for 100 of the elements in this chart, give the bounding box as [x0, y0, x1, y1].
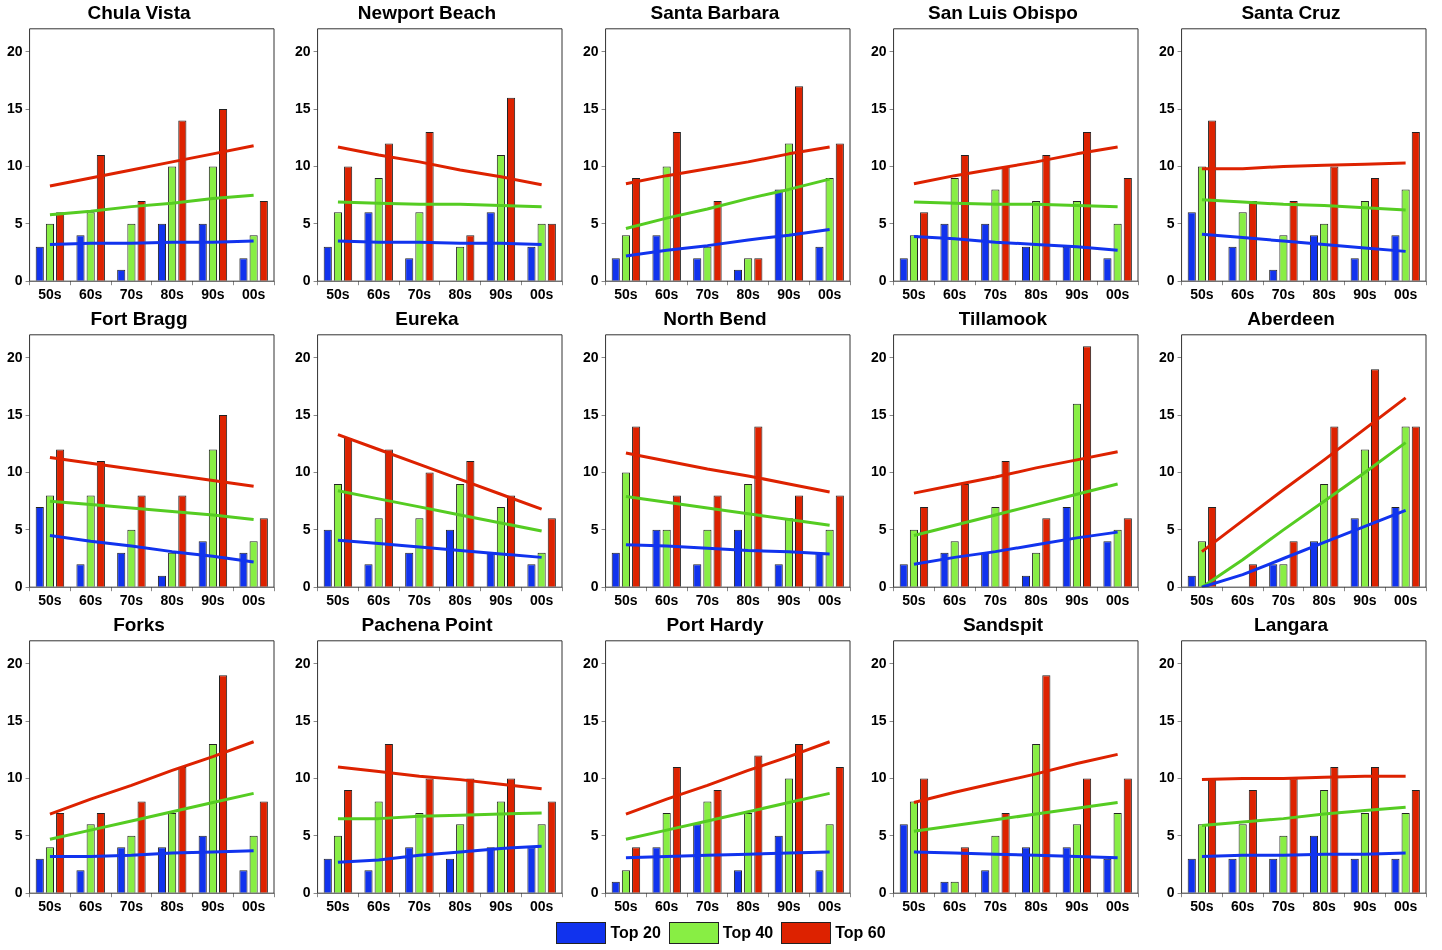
- x-tick-label: 00s: [817, 592, 842, 609]
- x-tick-label: 60s: [79, 592, 103, 609]
- x-tick-label: 70s: [695, 592, 720, 609]
- y-tick-label: 5: [302, 520, 311, 537]
- x-tick-label: 70s: [983, 898, 1008, 915]
- y-tick-label: 5: [590, 214, 599, 231]
- y-tick-label: 20: [870, 348, 887, 365]
- chart-title: North Bend: [663, 307, 767, 329]
- x-tick-label: 50s: [614, 592, 638, 609]
- x-tick-label: 70s: [695, 898, 720, 915]
- x-tick-label: 60s: [79, 286, 103, 303]
- x-tick-label: 50s: [614, 286, 638, 303]
- y-tick-label: 0: [878, 884, 887, 901]
- y-tick-label: 20: [582, 654, 599, 671]
- x-tick-label: 80s: [736, 592, 761, 609]
- x-tick-label: 90s: [1353, 286, 1377, 303]
- y-tick-label: 5: [14, 214, 23, 231]
- x-tick-label: 70s: [407, 592, 432, 609]
- y-tick-label: 10: [6, 463, 23, 480]
- y-tick-label: 20: [582, 348, 599, 365]
- y-tick-label: 10: [294, 769, 311, 786]
- x-tick-label: 50s: [614, 898, 638, 915]
- y-tick-label: 0: [1166, 272, 1175, 289]
- x-tick-label: 50s: [902, 898, 926, 915]
- y-tick-label: 5: [1166, 520, 1175, 537]
- y-tick-label: 5: [878, 826, 887, 843]
- x-tick-label: 00s: [1393, 898, 1418, 915]
- x-tick-label: 90s: [201, 286, 225, 303]
- x-tick-label: 90s: [777, 592, 801, 609]
- x-tick-label: 50s: [902, 286, 926, 303]
- y-tick-label: 15: [294, 711, 311, 728]
- x-tick-label: 70s: [119, 898, 144, 915]
- x-tick-label: 80s: [160, 898, 185, 915]
- y-tick-label: 5: [878, 520, 887, 537]
- x-tick-label: 00s: [529, 286, 554, 303]
- x-tick-label: 90s: [1353, 592, 1377, 609]
- y-tick-label: 10: [582, 463, 599, 480]
- x-tick-label: 00s: [1105, 898, 1130, 915]
- y-tick-label: 5: [590, 826, 599, 843]
- x-tick-label: 90s: [1065, 592, 1089, 609]
- x-tick-label: 00s: [241, 286, 266, 303]
- y-tick-label: 15: [1158, 711, 1175, 728]
- x-tick-label: 90s: [777, 898, 801, 915]
- y-tick-label: 15: [582, 711, 599, 728]
- y-tick-label: 5: [878, 214, 887, 231]
- y-tick-label: 20: [294, 348, 311, 365]
- x-tick-label: 70s: [983, 592, 1008, 609]
- y-tick-label: 10: [1158, 769, 1175, 786]
- y-tick-label: 10: [6, 157, 23, 174]
- x-tick-label: 90s: [777, 286, 801, 303]
- y-tick-label: 20: [1158, 654, 1175, 671]
- x-tick-label: 60s: [1231, 286, 1255, 303]
- y-tick-label: 10: [294, 463, 311, 480]
- x-tick-label: 70s: [1271, 592, 1296, 609]
- x-tick-label: 60s: [1231, 592, 1255, 609]
- x-tick-label: 50s: [326, 286, 350, 303]
- x-tick-label: 80s: [1024, 286, 1049, 303]
- y-tick-label: 0: [302, 272, 311, 289]
- y-tick-label: 10: [582, 157, 599, 174]
- x-tick-label: 00s: [1105, 592, 1130, 609]
- x-tick-label: 60s: [655, 898, 679, 915]
- y-tick-label: 5: [302, 214, 311, 231]
- y-tick-label: 5: [590, 520, 599, 537]
- y-tick-label: 10: [6, 769, 23, 786]
- x-tick-label: 70s: [407, 898, 432, 915]
- chart-title: Fort Bragg: [90, 307, 188, 329]
- y-tick-label: 10: [1158, 157, 1175, 174]
- x-tick-label: 50s: [326, 898, 350, 915]
- x-tick-label: 50s: [38, 286, 62, 303]
- y-tick-label: 0: [590, 578, 599, 595]
- x-tick-label: 80s: [448, 592, 473, 609]
- x-tick-label: 80s: [1312, 898, 1337, 915]
- x-tick-label: 80s: [1024, 898, 1049, 915]
- y-tick-label: 0: [1166, 884, 1175, 901]
- chart-title: Pachena Point: [361, 613, 494, 635]
- y-tick-label: 20: [6, 654, 23, 671]
- y-tick-label: 5: [14, 520, 23, 537]
- y-tick-label: 10: [294, 157, 311, 174]
- x-tick-label: 70s: [695, 286, 720, 303]
- y-tick-label: 20: [6, 348, 23, 365]
- y-tick-label: 5: [302, 826, 311, 843]
- y-tick-label: 20: [294, 654, 311, 671]
- y-tick-label: 0: [878, 578, 887, 595]
- x-tick-label: 50s: [1190, 898, 1214, 915]
- y-tick-label: 15: [582, 99, 599, 116]
- y-tick-label: 10: [870, 463, 887, 480]
- x-tick-label: 90s: [489, 286, 513, 303]
- chart-title: Newport Beach: [357, 1, 497, 23]
- chart-title: Forks: [113, 613, 165, 635]
- y-tick-label: 0: [590, 272, 599, 289]
- chart-title: Chula Vista: [87, 1, 191, 23]
- y-tick-label: 10: [870, 769, 887, 786]
- y-tick-label: 15: [1158, 405, 1175, 422]
- y-tick-label: 5: [1166, 214, 1175, 231]
- x-tick-label: 90s: [1065, 286, 1089, 303]
- x-tick-label: 80s: [1024, 592, 1049, 609]
- chart-title: Santa Barbara: [650, 1, 780, 23]
- y-tick-label: 15: [6, 405, 23, 422]
- y-tick-label: 15: [294, 405, 311, 422]
- y-tick-label: 0: [1166, 578, 1175, 595]
